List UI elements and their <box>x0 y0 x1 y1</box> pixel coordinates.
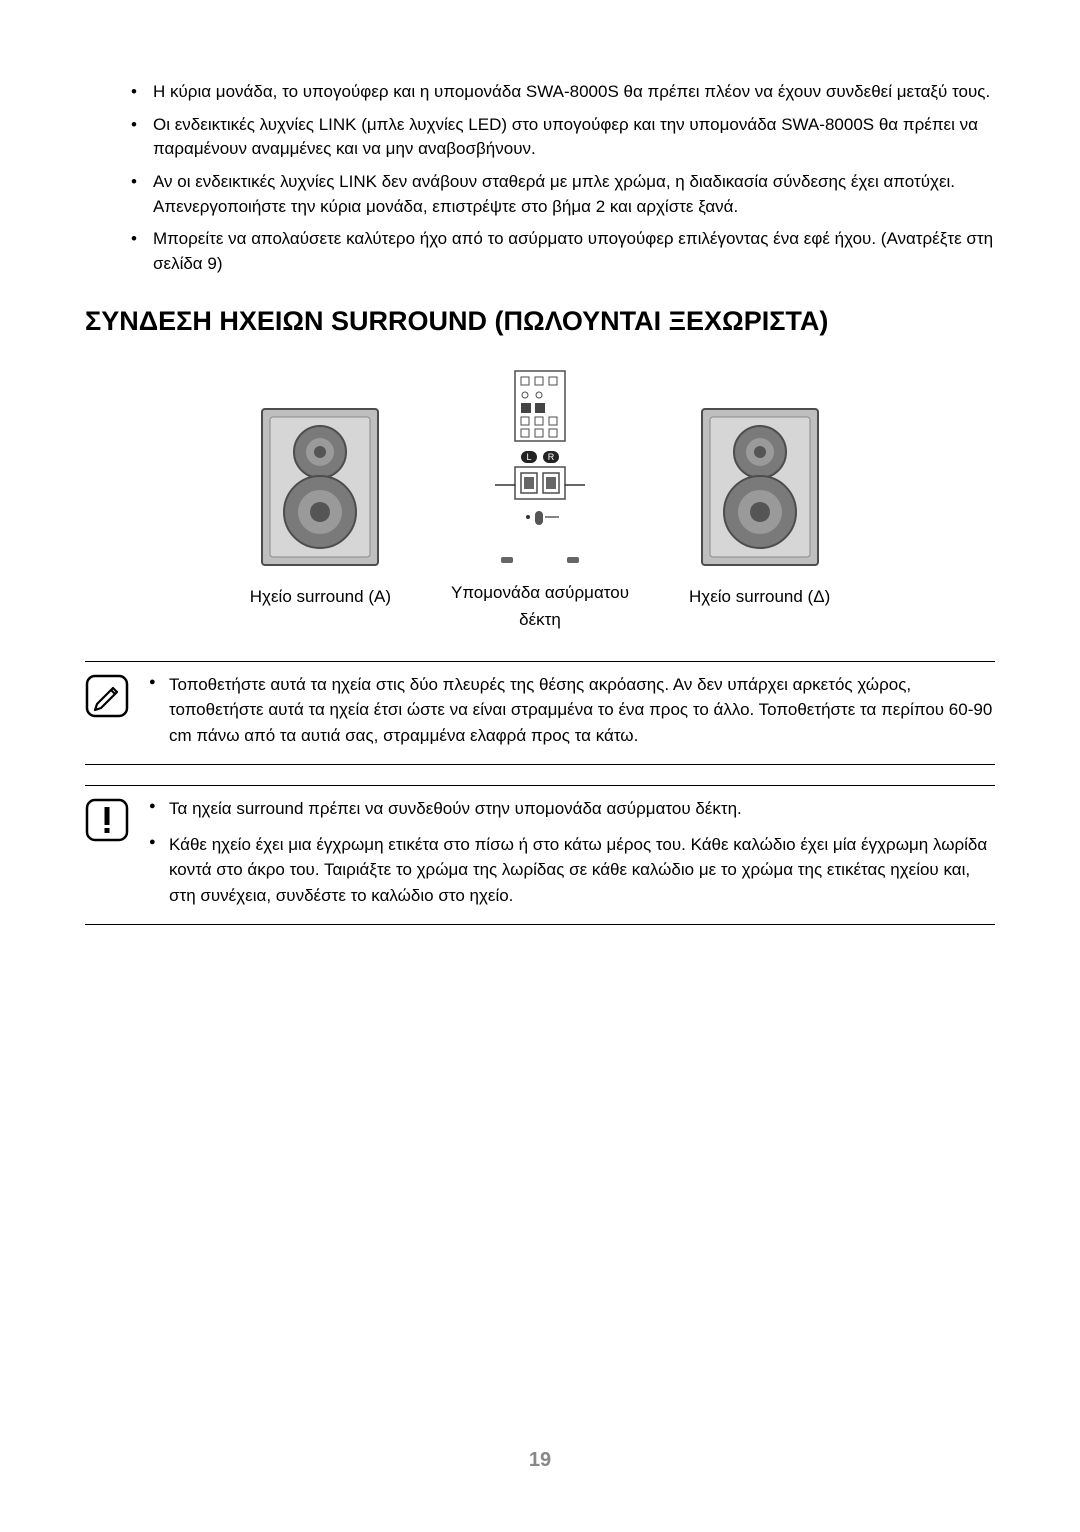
list-item: Κάθε ηχείο έχει μια έγχρωμη ετικέτα στο … <box>149 832 995 909</box>
receiver-label-line1: Υπομονάδα ασύρματου <box>451 582 629 604</box>
left-speaker-col: Ηχείο surround (Α) <box>250 367 391 608</box>
left-speaker-label: Ηχείο surround (Α) <box>250 586 391 608</box>
speaker-right-icon <box>700 407 820 567</box>
list-item: Τα ηχεία surround πρέπει να συνδεθούν στ… <box>149 796 995 822</box>
list-item: Μπορείτε να απολαύσετε καλύτερο ήχο από … <box>125 227 995 276</box>
speaker-left-icon <box>260 407 380 567</box>
right-speaker-col: Ηχείο surround (Δ) <box>689 367 830 608</box>
note-pencil-icon <box>85 674 129 718</box>
right-speaker-label: Ηχείο surround (Δ) <box>689 586 830 608</box>
note-block: Τοποθετήστε αυτά τα ηχεία στις δύο πλευρ… <box>85 661 995 766</box>
connection-diagram: Ηχείο surround (Α) L <box>85 367 995 630</box>
page-content: Η κύρια μονάδα, το υπογούφερ και η υπομο… <box>0 0 1080 925</box>
note-content: Τοποθετήστε αυτά τα ηχεία στις δύο πλευρ… <box>149 672 995 749</box>
page-number: 19 <box>0 1449 1080 1472</box>
warning-content: Τα ηχεία surround πρέπει να συνδεθούν στ… <box>149 796 995 908</box>
svg-text:L: L <box>526 452 531 462</box>
list-item: Αν οι ενδεικτικές λυχνίες LINK δεν ανάβο… <box>125 170 995 219</box>
list-item: Η κύρια μονάδα, το υπογούφερ και η υπομο… <box>125 80 995 105</box>
receiver-icon: L R <box>495 367 585 567</box>
receiver-label-line2: δέκτη <box>451 609 629 631</box>
intro-bullet-list: Η κύρια μονάδα, το υπογούφερ και η υπομο… <box>125 80 995 276</box>
list-item: Τοποθετήστε αυτά τα ηχεία στις δύο πλευρ… <box>149 672 995 749</box>
warning-exclamation-icon <box>85 798 129 842</box>
list-item: Οι ενδεικτικές λυχνίες LINK (μπλε λυχνίε… <box>125 113 995 162</box>
receiver-col: L R Υπομονάδα ασύρματου <box>451 367 629 630</box>
section-heading: ΣΥΝΔΕΣΗ ΗΧΕΙΩΝ SURROUND (ΠΩΛΟΥΝΤΑΙ ΞΕΧΩΡ… <box>85 306 995 337</box>
svg-text:R: R <box>548 452 555 462</box>
warning-block: Τα ηχεία surround πρέπει να συνδεθούν στ… <box>85 785 995 925</box>
